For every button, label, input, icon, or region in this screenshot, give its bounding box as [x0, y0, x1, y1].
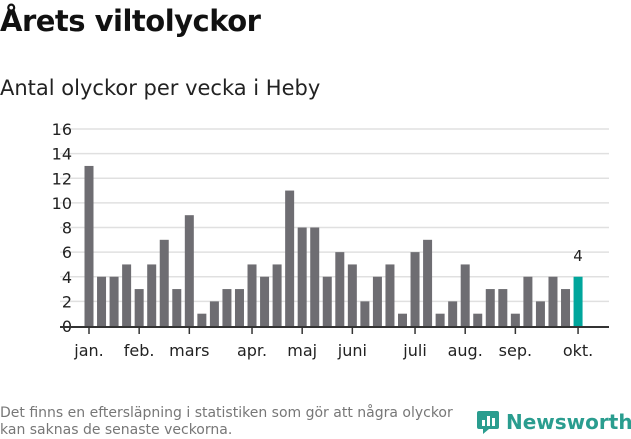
bar [247, 264, 257, 326]
y-tick-label: 10 [52, 194, 72, 213]
bar [523, 276, 533, 326]
bar [347, 264, 357, 326]
x-tick-label: mars [169, 341, 209, 360]
x-tick-label: maj [287, 341, 317, 360]
logo-text: Newsworthy [506, 410, 631, 434]
x-tick-label: juni [337, 341, 367, 360]
bar [297, 227, 307, 326]
bar [97, 276, 107, 326]
bar [473, 313, 483, 326]
bar [172, 289, 182, 326]
chart-subtitle: Antal olyckor per vecka i Heby [0, 76, 321, 100]
x-tick-label: feb. [124, 341, 155, 360]
bar [197, 313, 207, 326]
x-tick-label: jan. [73, 341, 103, 360]
bar [134, 289, 144, 326]
x-tick-label: juli [402, 341, 426, 360]
bar [398, 313, 407, 326]
y-tick-label: 6 [62, 243, 72, 262]
bar [448, 301, 458, 326]
bar [285, 190, 295, 326]
bar [561, 289, 571, 326]
bar [335, 252, 345, 326]
y-tick-label: 16 [52, 120, 72, 139]
bar [322, 276, 332, 326]
x-tick-label: apr. [237, 341, 267, 360]
bar [485, 289, 495, 326]
bar [423, 239, 433, 326]
x-tick-label: sep. [499, 341, 532, 360]
x-tick-label: okt. [563, 341, 593, 360]
bar [410, 252, 420, 326]
bar [372, 276, 382, 326]
page-title: Årets viltolyckor [0, 4, 261, 38]
bar-highlight [573, 276, 583, 326]
bar [360, 301, 370, 326]
y-tick-label: 12 [52, 169, 72, 188]
bar [159, 239, 169, 326]
y-tick-label: 14 [52, 145, 72, 164]
bar [548, 276, 558, 326]
bar [234, 289, 244, 326]
footnote: Det finns en eftersläpning i statistiken… [0, 405, 453, 438]
bar [272, 264, 282, 326]
bar [310, 227, 320, 326]
bar [109, 276, 119, 326]
bar [222, 289, 232, 326]
newsworthy-logo: Newsworthy [476, 409, 631, 435]
bar [460, 264, 470, 326]
bar [510, 313, 520, 326]
data-label: 4 [573, 247, 583, 265]
bar [184, 215, 194, 326]
x-tick-label: aug. [448, 341, 483, 360]
y-tick-label: 8 [62, 219, 72, 238]
bar [535, 301, 545, 326]
y-tick-label: 4 [62, 268, 72, 287]
y-tick-label: 2 [62, 292, 72, 311]
bar [209, 301, 219, 326]
bar [385, 264, 395, 326]
bar [260, 276, 270, 326]
bar-chart: 0246810121416jan.feb.marsapr.majjunijuli… [52, 120, 609, 360]
bar [435, 313, 445, 326]
bar [122, 264, 132, 326]
logo-icon [477, 411, 499, 434]
bar [498, 289, 508, 326]
bar [84, 165, 94, 326]
bar [147, 264, 157, 326]
